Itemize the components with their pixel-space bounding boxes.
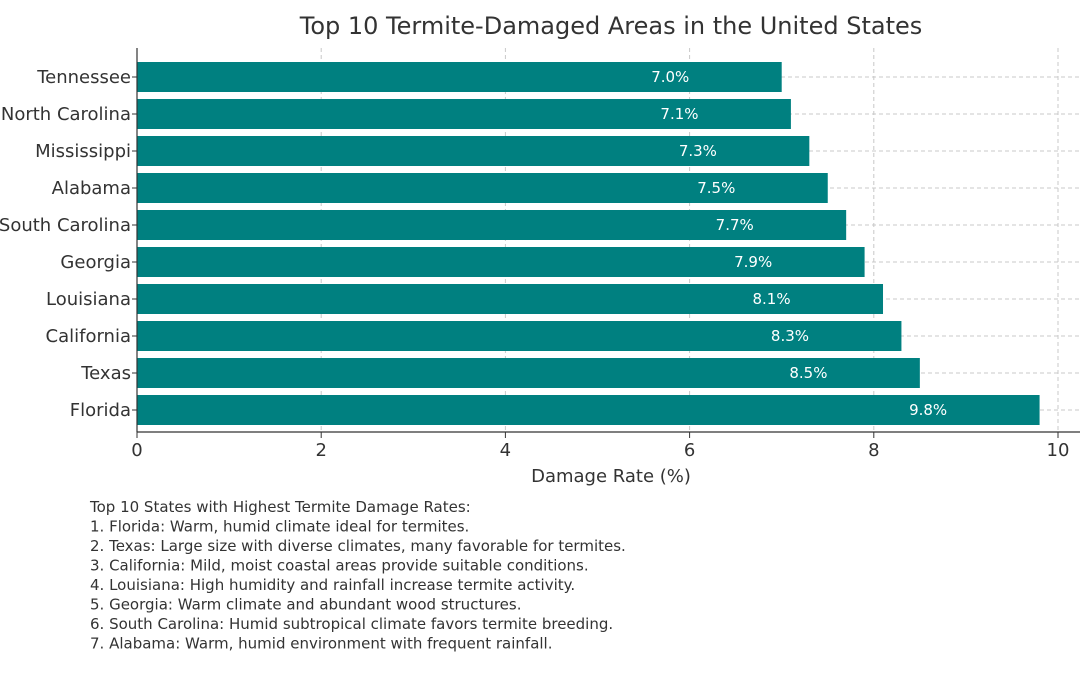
bar-florida <box>137 395 1040 425</box>
annotation-line: 4. Louisiana: High humidity and rainfall… <box>90 576 575 594</box>
annotation-line: 6. South Carolina: Humid subtropical cli… <box>90 615 613 633</box>
annotation-line: 1. Florida: Warm, humid climate ideal fo… <box>90 518 469 536</box>
bar-north-carolina <box>137 99 791 129</box>
y-tick-label: Florida <box>70 400 131 421</box>
data-label: 9.8% <box>909 401 947 419</box>
x-axis-label: Damage Rate (%) <box>531 466 691 487</box>
bar-california <box>137 321 902 351</box>
bars: 9.8% 8.5% 8.3% 8.1% 7.9% 7.7% 7.5% 7.3% 7.1% 7.0% <box>137 62 1040 425</box>
bar-mississippi <box>137 136 810 166</box>
data-label: 8.5% <box>789 364 827 382</box>
bar-south-carolina <box>137 210 847 240</box>
y-tick-label: Tennessee <box>36 67 131 88</box>
annotation-line: Top 10 States with Highest Termite Damag… <box>89 498 471 516</box>
data-label: 7.5% <box>697 179 735 197</box>
y-tick-label: Mississippi <box>35 141 131 162</box>
annotation-line: 5. Georgia: Warm climate and abundant wo… <box>90 596 521 614</box>
x-ticks: 0 2 4 6 8 10 <box>131 432 1069 461</box>
y-tick-label: Louisiana <box>46 289 131 310</box>
x-tick-label: 0 <box>131 440 142 461</box>
bar-georgia <box>137 247 865 277</box>
y-tick-label: Alabama <box>52 178 131 199</box>
x-tick-label: 8 <box>868 440 879 461</box>
data-label: 8.1% <box>753 290 791 308</box>
data-label: 7.0% <box>651 68 689 86</box>
x-tick-label: 2 <box>315 440 326 461</box>
x-tick-label: 6 <box>684 440 695 461</box>
data-label: 7.3% <box>679 142 717 160</box>
y-tick-label: Georgia <box>60 252 131 273</box>
chart-title: Top 10 Termite-Damaged Areas in the Unit… <box>299 12 923 40</box>
data-label: 7.7% <box>716 216 754 234</box>
y-tick-label: South Carolina <box>0 215 131 236</box>
y-tick-labels: Florida Texas California Louisiana Georgia So… <box>0 67 137 421</box>
bar-texas <box>137 358 920 388</box>
annotation-line: 2. Texas: Large size with diverse climat… <box>90 537 626 555</box>
y-tick-label: North Carolina <box>1 104 131 125</box>
annotation-line: 7. Alabama: Warm, humid environment with… <box>90 635 553 653</box>
x-tick-label: 4 <box>500 440 511 461</box>
y-tick-label: California <box>46 326 131 347</box>
annotation-line: 3. California: Mild, moist coastal areas… <box>90 557 589 575</box>
data-label: 7.1% <box>660 105 698 123</box>
annotation-text: Top 10 States with Highest Termite Damag… <box>89 498 626 653</box>
y-tick-label: Texas <box>80 363 131 384</box>
data-label: 8.3% <box>771 327 809 345</box>
data-label: 7.9% <box>734 253 772 271</box>
bar-tennessee <box>137 62 782 92</box>
bar-alabama <box>137 173 828 203</box>
bar-louisiana <box>137 284 884 314</box>
x-tick-label: 10 <box>1047 440 1070 461</box>
